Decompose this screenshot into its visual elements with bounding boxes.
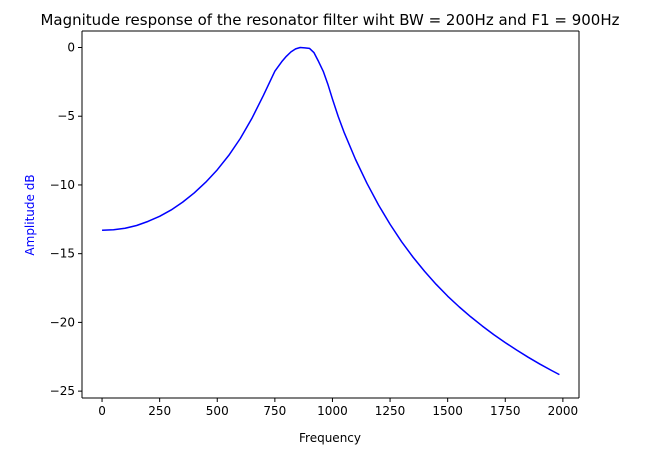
x-tick-label: 250	[148, 404, 171, 418]
x-tick-label: 750	[263, 404, 286, 418]
x-tick-label: 1000	[317, 404, 348, 418]
y-tick-label: −10	[50, 178, 75, 192]
x-tick-label: 1500	[432, 404, 463, 418]
y-tick-label: 0	[67, 40, 75, 54]
y-tick-label: −20	[50, 315, 75, 329]
x-axis: 0 250 500 750 1000 1250 1500 1750 2000	[98, 398, 578, 418]
plot-frame	[81, 30, 580, 399]
x-tick-label: 2000	[548, 404, 579, 418]
y-tick-label: −25	[50, 384, 75, 398]
x-tick-label: 0	[98, 404, 106, 418]
series-layer	[102, 46, 560, 376]
chart-title: Magnitude response of the resonator filt…	[40, 11, 619, 29]
x-tick-label: 500	[206, 404, 229, 418]
x-axis-label: Frequency	[299, 431, 361, 445]
x-tick-label: 1750	[490, 404, 521, 418]
series-line-0	[102, 46, 560, 376]
y-axis-label: Amplitude dB	[23, 174, 37, 255]
y-axis: 0 −5 −10 −15 −20 −25	[50, 40, 82, 398]
y-tick-label: −5	[57, 109, 75, 123]
x-tick-label: 1250	[375, 404, 406, 418]
y-tick-label: −15	[50, 247, 75, 261]
